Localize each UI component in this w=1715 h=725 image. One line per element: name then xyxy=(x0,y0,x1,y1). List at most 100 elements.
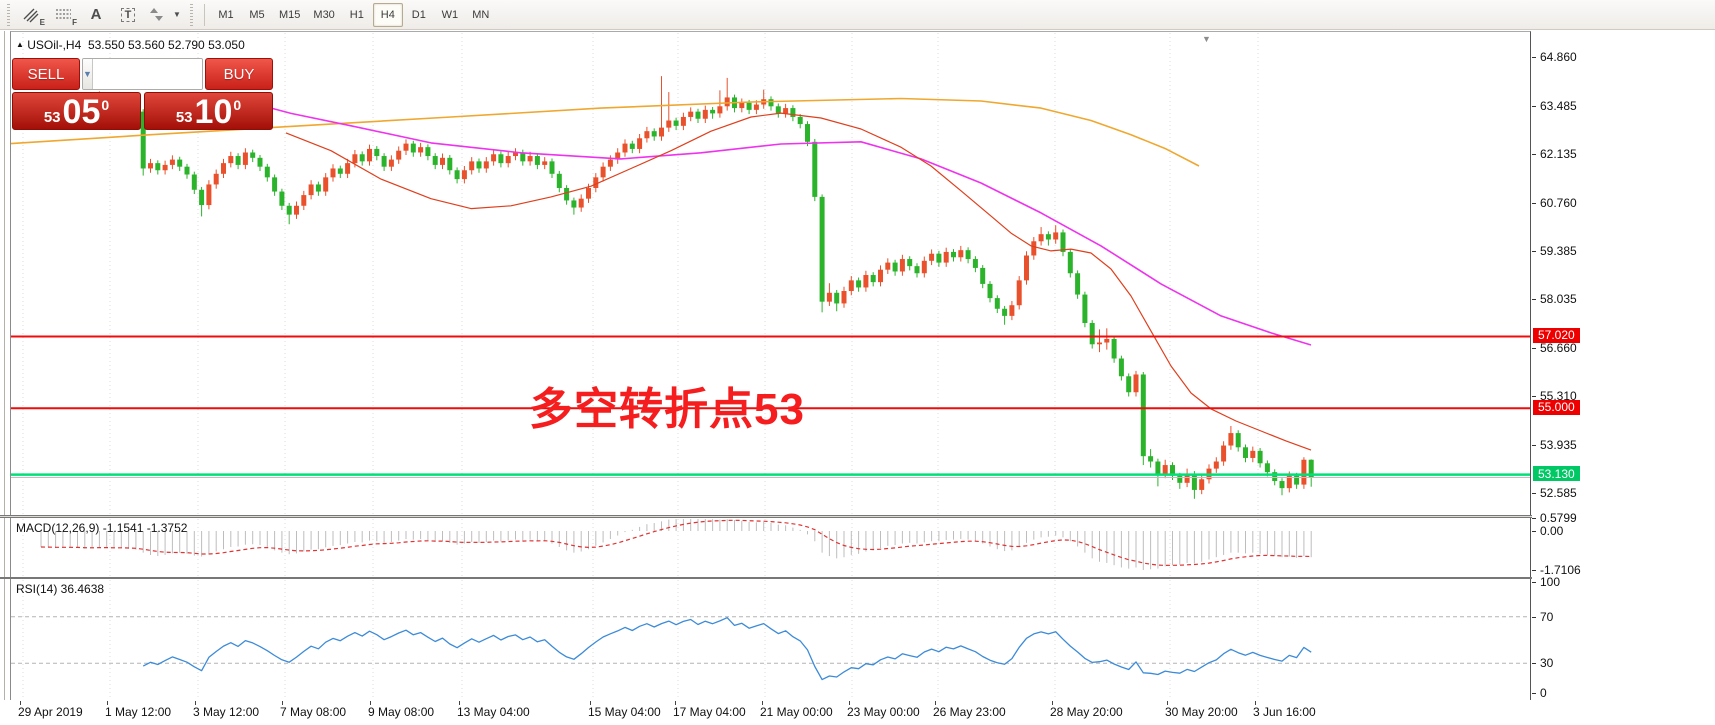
candle xyxy=(1243,444,1248,463)
rsi-axis-tick: 70 xyxy=(1540,609,1554,624)
candle xyxy=(264,163,270,182)
buy-button[interactable]: BUY xyxy=(205,58,273,90)
timeframe-button-h1[interactable]: H1 xyxy=(349,8,364,21)
candle xyxy=(286,202,292,225)
candle xyxy=(958,245,964,262)
candle xyxy=(294,201,299,219)
macd-pane[interactable]: MACD(12,26,9) -1.1541 -1.3752 xyxy=(10,518,1531,577)
candle xyxy=(819,194,825,313)
candle xyxy=(1126,373,1132,397)
time-tick-mark xyxy=(762,701,763,705)
rsi-pane[interactable]: RSI(14) 36.4638 xyxy=(10,579,1531,700)
time-axis[interactable]: 29 Apr 2019 1 May 12:00 3 May 12:00 7 May 0… xyxy=(10,701,1715,725)
time-tick-mark xyxy=(370,701,371,705)
price-tick: 58.035 xyxy=(1540,292,1577,307)
candle xyxy=(644,126,650,143)
candle xyxy=(615,148,621,164)
time-tick-label: 21 May 00:00 xyxy=(760,705,833,719)
price-tick: 60.760 xyxy=(1540,195,1577,210)
price-axis[interactable]: 64.860 63.485 62.135 60.760 59.385 58.035 56.6… xyxy=(1532,31,1715,701)
axis-tick-mark xyxy=(1532,693,1536,694)
macd-label: MACD(12,26,9) -1.1541 -1.3752 xyxy=(16,521,188,535)
candle xyxy=(666,92,672,132)
bid-price-tile[interactable]: 53 05 0 xyxy=(12,92,141,130)
time-tick-label: 15 May 04:00 xyxy=(588,705,661,719)
bid-price-big: 05 xyxy=(62,92,101,131)
candle xyxy=(257,154,263,171)
price-tick: 59.385 xyxy=(1540,244,1577,259)
price-tick: 62.135 xyxy=(1540,146,1577,161)
candle xyxy=(199,186,205,217)
chart-shift-marker[interactable]: ▼ xyxy=(1202,34,1211,44)
chart-text-annotation[interactable]: 多空转折点53 xyxy=(529,385,805,434)
timeframe-button-m5[interactable]: M5 xyxy=(249,8,265,21)
volume-input[interactable] xyxy=(92,59,202,89)
candle xyxy=(476,158,482,173)
candle xyxy=(878,265,883,287)
timeframe-toolbar: M1 M5 M15 M30 H1 H4 D1 W1 MN xyxy=(211,2,496,27)
timeframe-button-m1[interactable]: M1 xyxy=(218,8,234,21)
candle xyxy=(1228,425,1234,450)
ask-price-sup: 0 xyxy=(233,97,242,113)
time-tick-mark xyxy=(590,701,591,705)
timeframe-button-w1[interactable]: W1 xyxy=(441,8,459,21)
main-chart-pane[interactable]: ▲ USOil-,H4 53.550 53.560 52.790 53.050 … xyxy=(10,31,1531,515)
equidistant-channel-icon[interactable]: E xyxy=(17,3,47,27)
candle xyxy=(841,286,847,308)
axis-tick-mark xyxy=(1532,105,1536,107)
text-box-icon[interactable]: T xyxy=(113,3,143,27)
ma-fast-line xyxy=(285,112,1312,451)
candle xyxy=(863,270,869,292)
candle xyxy=(673,117,679,131)
timeframe-button-m30[interactable]: M30 xyxy=(313,8,335,21)
timeframe-button-m15[interactable]: M15 xyxy=(279,8,301,21)
axis-tick-mark xyxy=(1532,570,1536,571)
axis-tick-mark xyxy=(1532,531,1536,532)
axis-tick-mark xyxy=(1532,153,1536,155)
candle xyxy=(323,173,329,196)
chart-symbol: USOil-,H4 xyxy=(27,38,82,52)
candle xyxy=(1089,320,1095,349)
candle xyxy=(564,185,570,205)
time-tick-label: 30 May 20:00 xyxy=(1165,705,1238,719)
timeframe-button-d1[interactable]: D1 xyxy=(411,8,426,21)
candle xyxy=(542,157,548,170)
candle xyxy=(921,256,927,278)
arrow-objects-dropdown[interactable]: ▼ xyxy=(171,3,185,27)
candle xyxy=(651,128,657,141)
candle xyxy=(213,169,219,189)
toolbar-grip-2[interactable] xyxy=(190,3,195,26)
candle xyxy=(965,247,971,264)
candle xyxy=(381,153,387,171)
candle xyxy=(1257,448,1263,468)
text-label-icon[interactable]: A xyxy=(90,6,102,23)
pane-splitter-1[interactable] xyxy=(0,515,1715,518)
candle xyxy=(308,180,314,200)
toolbar-grip[interactable] xyxy=(7,3,12,26)
price-level-badge: 55.000 xyxy=(1533,399,1580,415)
rsi-canvas xyxy=(11,580,1530,699)
pane-splitter-2[interactable] xyxy=(0,577,1715,579)
timeframe-button-h4[interactable]: H4 xyxy=(372,2,403,27)
candle xyxy=(578,194,584,212)
sell-button[interactable]: SELL xyxy=(12,58,80,90)
bid-price-sup: 0 xyxy=(101,97,110,113)
candle xyxy=(1221,441,1227,466)
candle xyxy=(1060,229,1066,257)
time-tick-mark xyxy=(1255,701,1256,705)
candle xyxy=(834,289,840,312)
ask-price-small: 53 xyxy=(175,109,193,126)
candle xyxy=(279,188,285,211)
candle xyxy=(710,107,716,119)
fibonacci-lines-icon[interactable]: F xyxy=(56,8,77,27)
arrow-objects-icon[interactable] xyxy=(145,3,169,27)
rsi-axis-tick: 30 xyxy=(1540,656,1554,671)
candle xyxy=(951,249,956,262)
candle xyxy=(812,138,818,202)
timeframe-button-mn[interactable]: MN xyxy=(472,8,490,21)
ask-price-tile[interactable]: 53 10 0 xyxy=(144,92,273,130)
candle xyxy=(235,153,241,170)
volume-decrease-button[interactable]: ▼ xyxy=(83,59,93,89)
candle xyxy=(374,146,380,161)
candle xyxy=(1155,458,1161,487)
